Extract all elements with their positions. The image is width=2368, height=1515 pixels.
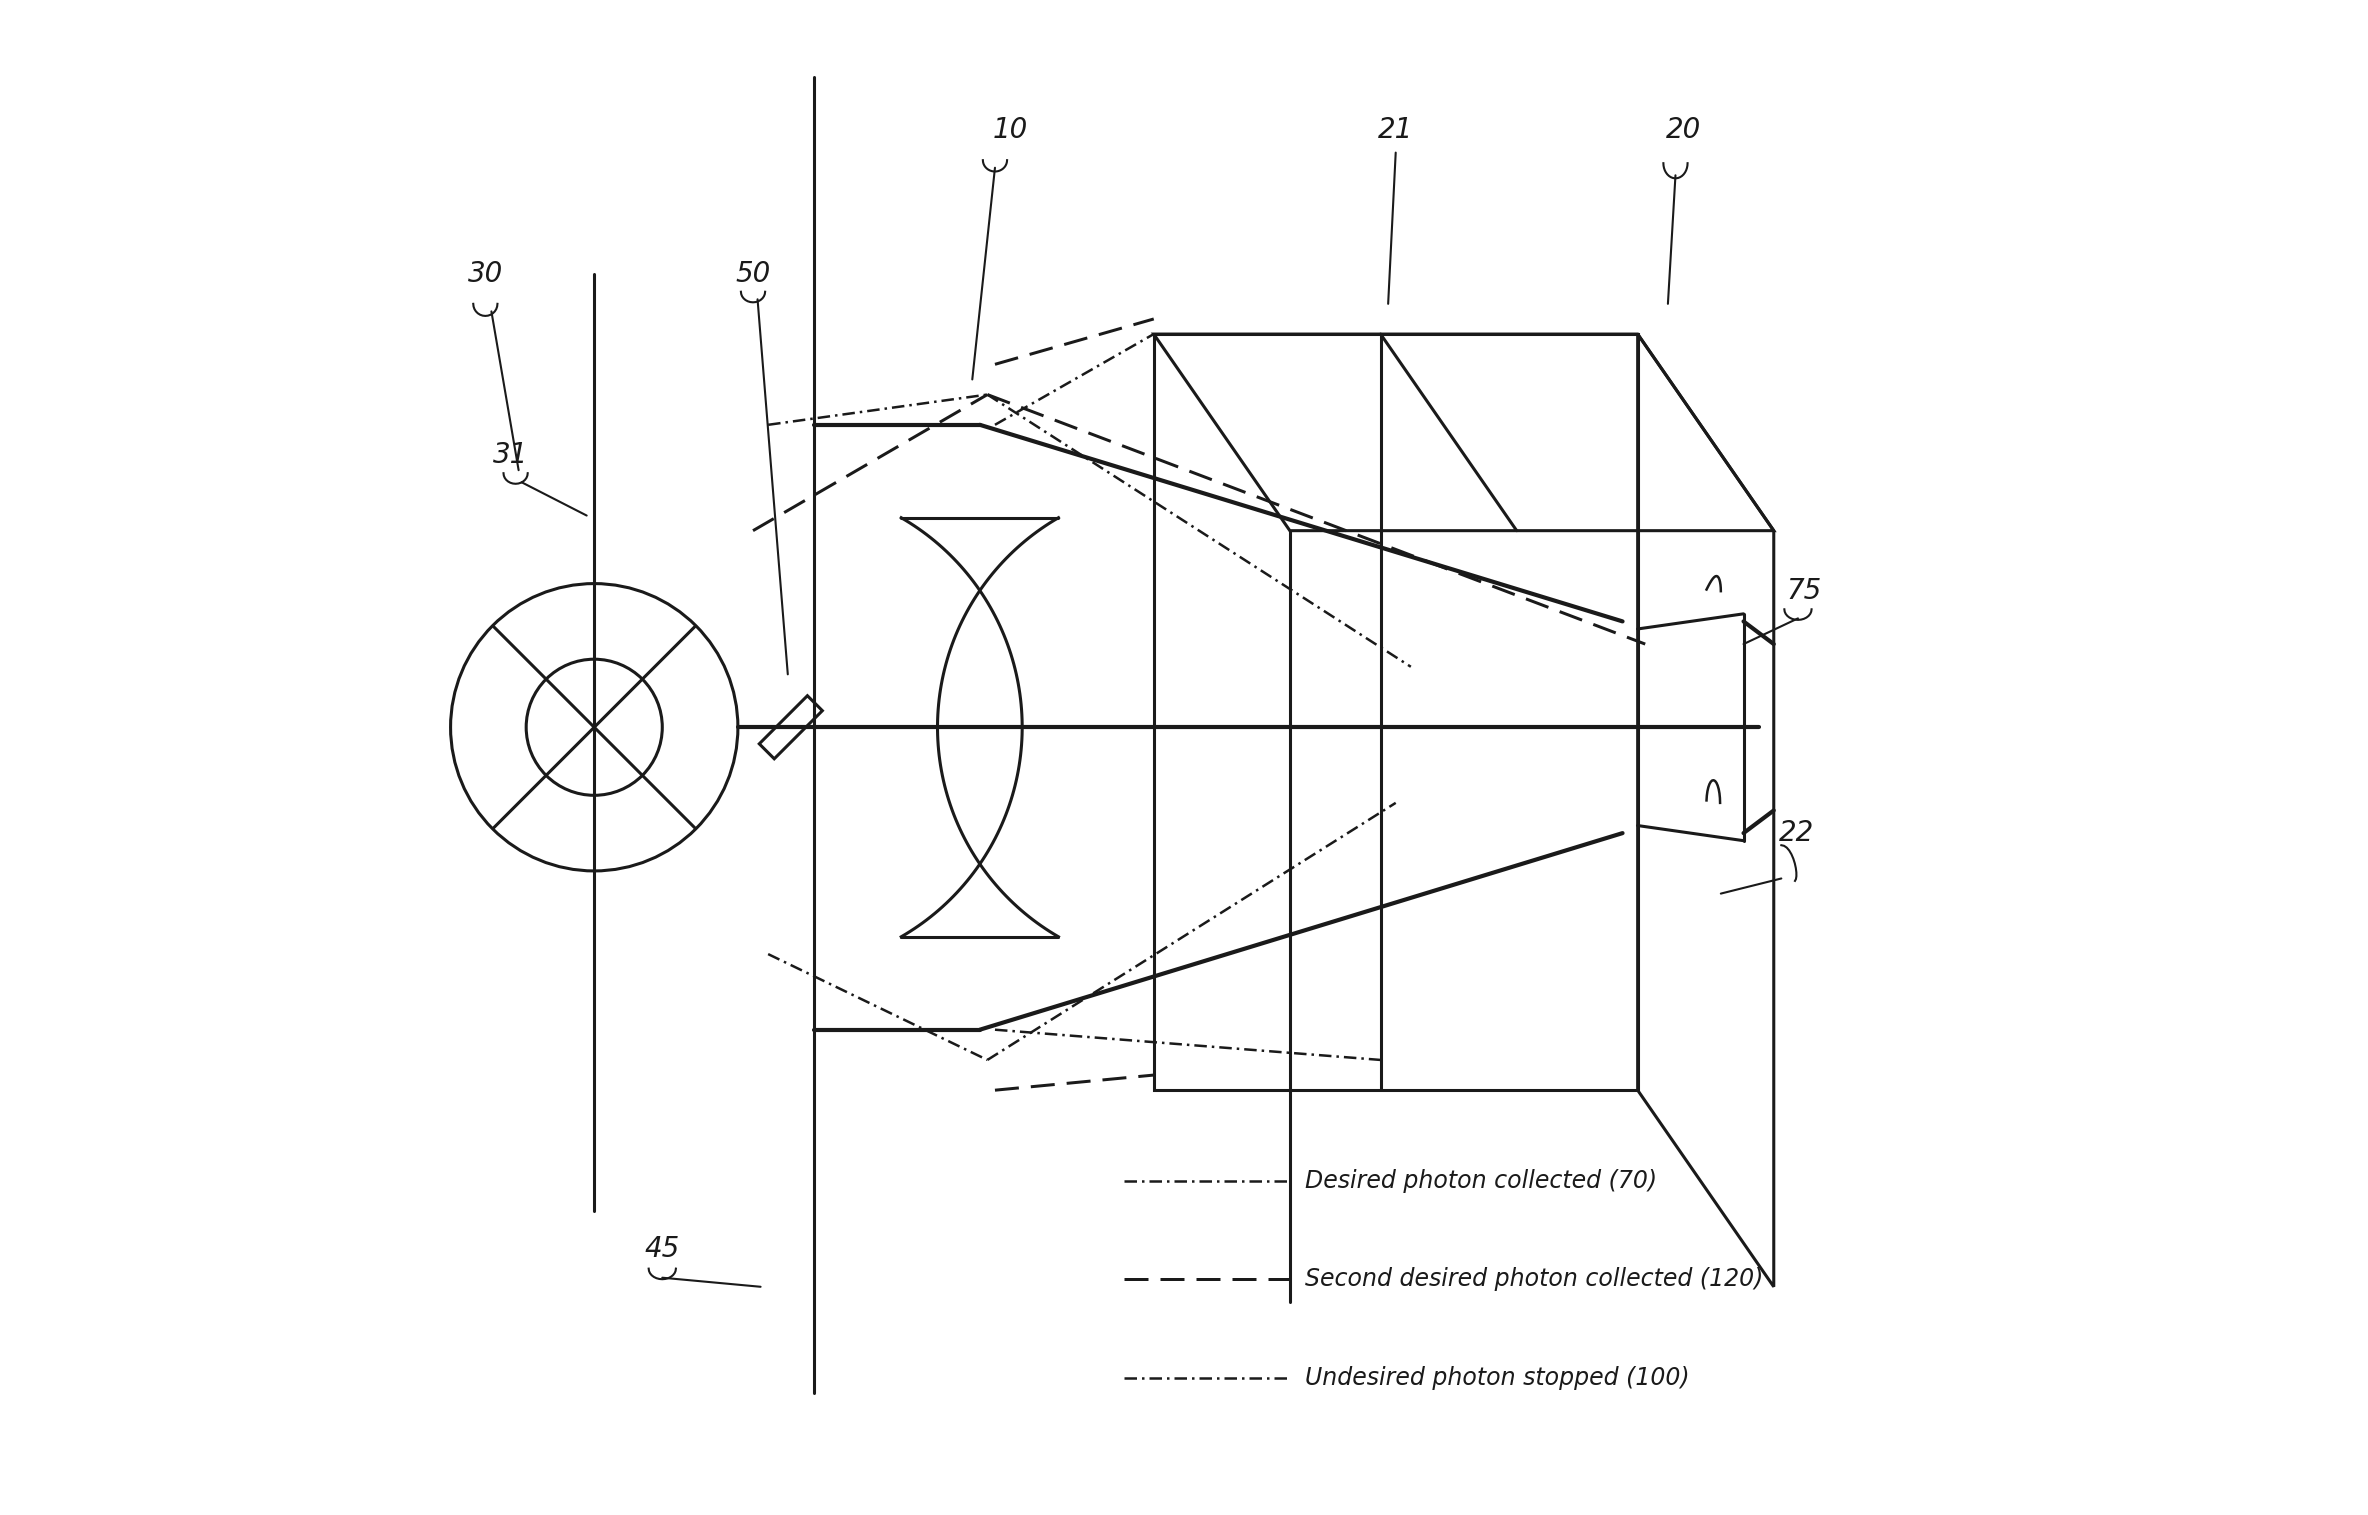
Text: 10: 10 bbox=[992, 117, 1028, 144]
Text: Undesired photon stopped (100): Undesired photon stopped (100) bbox=[1305, 1365, 1691, 1389]
Text: Desired photon collected (70): Desired photon collected (70) bbox=[1305, 1170, 1658, 1192]
Text: 75: 75 bbox=[1785, 577, 1821, 604]
Text: 22: 22 bbox=[1778, 820, 1814, 847]
Text: 50: 50 bbox=[736, 259, 770, 288]
Text: 21: 21 bbox=[1378, 117, 1414, 144]
Text: 31: 31 bbox=[493, 441, 528, 470]
Text: 30: 30 bbox=[469, 259, 502, 288]
Text: 45: 45 bbox=[644, 1235, 680, 1264]
Text: 20: 20 bbox=[1665, 117, 1700, 144]
Text: Second desired photon collected (120): Second desired photon collected (120) bbox=[1305, 1267, 1764, 1291]
